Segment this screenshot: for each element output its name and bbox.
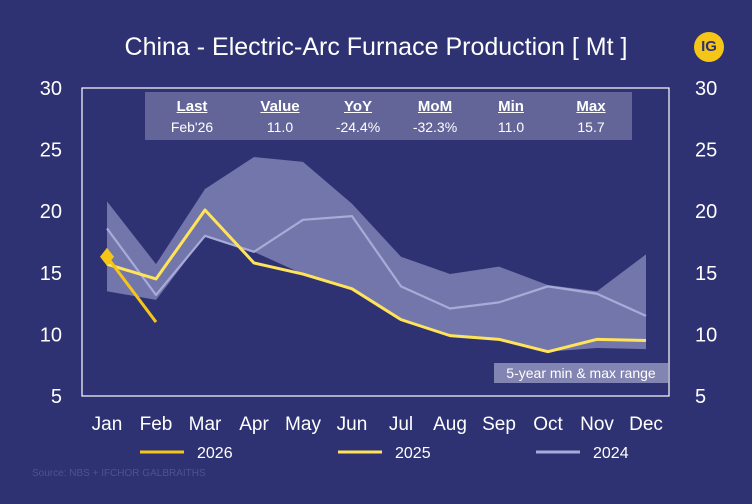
legend-label-2025: 2025: [395, 445, 431, 462]
legend-label-2026: 2026: [197, 445, 233, 462]
source-note: Source: NBS + IFCHOR GALBRAITHS: [32, 468, 206, 479]
stat-header: Last: [176, 98, 208, 115]
y-tick-label-right: 25: [695, 140, 717, 162]
stat-header: Min: [498, 98, 524, 115]
stat-value: 11.0: [266, 119, 294, 135]
y-axis-left: 5 10 15 20 25 30: [40, 78, 62, 408]
x-tick-label: Feb: [140, 414, 173, 435]
y-tick-label-right: 5: [695, 386, 706, 408]
stat-value: 15.7: [577, 119, 605, 135]
x-tick-label: Jan: [92, 414, 123, 435]
y-tick-label-left: 25: [40, 140, 62, 162]
legend-label-2024: 2024: [593, 445, 629, 462]
y-tick-label-right: 30: [695, 78, 717, 100]
x-tick-label: Nov: [580, 414, 614, 435]
stat-header: MoM: [417, 98, 453, 115]
x-tick-label: Apr: [239, 414, 269, 435]
series-2025-line: [106, 208, 647, 354]
series-lines: [100, 208, 647, 354]
stat-min: Min 11.0: [471, 92, 551, 137]
stat-value: -32.3%: [412, 119, 458, 135]
x-tick-label: Sep: [482, 414, 516, 435]
stat-value: Feb'26: [170, 119, 214, 135]
series-2026-line: [105, 255, 158, 323]
logo: IG: [694, 32, 724, 62]
chart-title: China - Electric-Arc Furnace Production …: [124, 33, 628, 61]
stat-yoy: YoY -24.4%: [318, 92, 398, 137]
y-tick-label-right: 20: [695, 201, 717, 223]
stat-header: Value: [260, 98, 300, 115]
x-tick-label: Mar: [189, 414, 222, 435]
series-2024-line: [106, 215, 647, 317]
chart-grid: [81, 87, 670, 397]
y-tick-label-left: 15: [40, 263, 62, 285]
y-axis-right: 5 10 15 20 25 30: [695, 78, 717, 408]
y-tick-label-left: 20: [40, 201, 62, 223]
y-tick-label-left: 5: [51, 386, 62, 408]
range-band: [107, 156, 646, 352]
plot-frame: [81, 87, 670, 397]
series-2026-marker: [100, 247, 114, 266]
stat-mom: MoM -32.3%: [395, 92, 475, 137]
y-tick-label-left: 10: [40, 324, 62, 346]
x-tick-label: Aug: [433, 414, 467, 435]
y-tick-label-right: 15: [695, 263, 717, 285]
stat-value-col: Value 11.0: [240, 92, 320, 137]
y-tick-label-left: 30: [40, 78, 62, 100]
stat-header: Max: [576, 98, 606, 115]
range-label: 5-year min & max range: [494, 363, 668, 383]
stat-value: 11.0: [497, 119, 525, 135]
x-tick-label: Oct: [533, 414, 563, 435]
stat-value: -24.4%: [335, 119, 381, 135]
stats-table: Last Feb'26 Value 11.0 YoY -24.4% MoM -32.3%…: [145, 92, 632, 140]
x-axis: Jan Feb Mar Apr May Jun Jul Aug Sep Oct Nov Dec: [92, 414, 663, 435]
x-tick-label: Jun: [337, 414, 368, 435]
x-tick-label: May: [285, 414, 321, 435]
y-tick-label-right: 10: [695, 324, 717, 346]
x-tick-label: Dec: [629, 414, 663, 435]
stat-header: YoY: [343, 98, 373, 115]
x-tick-label: Jul: [389, 414, 413, 435]
stat-last: Last Feb'26: [152, 92, 232, 137]
legend: 2026 2025 2024: [140, 445, 629, 462]
stat-max: Max 15.7: [551, 92, 631, 137]
